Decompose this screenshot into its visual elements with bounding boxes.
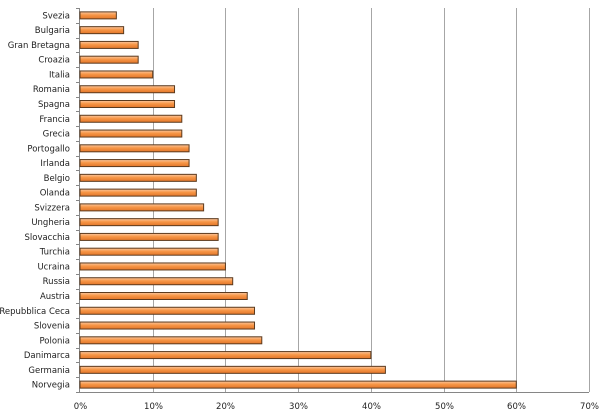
category-label: Francia — [39, 115, 70, 125]
category-label: Romania — [33, 85, 70, 95]
bar-slovenia — [79, 321, 256, 330]
bar-ungheria — [79, 218, 219, 227]
category-label: Slovacchia — [24, 233, 70, 243]
bar-gran-bretagna — [79, 40, 139, 49]
bar-grecia — [79, 129, 183, 138]
bar-svizzera — [79, 203, 205, 212]
category-label: Irlanda — [40, 159, 70, 169]
category-label: Danimarca — [24, 351, 70, 361]
category-label: Bulgaria — [35, 26, 70, 36]
category-label: Portogallo — [27, 144, 70, 154]
category-label: Repubblica Ceca — [0, 307, 70, 317]
bar-danimarca — [79, 351, 372, 360]
x-axis-ticks: 0% 10% 20% 30% 40% 50% 60% 70% — [74, 402, 599, 412]
category-label: Svezia — [42, 11, 70, 21]
bar-polonia — [79, 336, 263, 345]
category-label: Ucraina — [37, 262, 70, 272]
category-label: Grecia — [43, 130, 70, 140]
bar-francia — [79, 114, 183, 123]
category-label: Olanda — [40, 189, 70, 199]
category-label: Svizzera — [34, 203, 70, 213]
x-tick-label: 50% — [435, 402, 454, 412]
category-label: Croazia — [38, 56, 70, 66]
bar-olanda — [79, 188, 197, 197]
bar-spagna — [79, 100, 176, 108]
bar-slovacchia — [79, 232, 219, 241]
category-label: Belgio — [44, 174, 70, 184]
category-labels: Svezia Bulgaria Gran Bretagna Croazia Italia… — [0, 11, 70, 390]
bar-turchia — [79, 247, 219, 256]
category-label: Gran Bretagna — [8, 41, 70, 51]
bar-germania — [79, 365, 386, 374]
bar-norvegia — [79, 380, 517, 389]
category-label: Norvegia — [32, 381, 70, 391]
x-tick-label: 70% — [580, 402, 599, 412]
bar-svezia — [79, 11, 117, 20]
bar-irlanda — [79, 159, 190, 168]
gridlines — [76, 8, 590, 393]
category-label: Turchia — [39, 248, 70, 258]
category-label: Austria — [40, 292, 70, 302]
bar-ucraina — [79, 262, 226, 271]
bars — [79, 11, 517, 389]
bar-croazia — [79, 55, 139, 64]
bar-italia — [79, 70, 154, 79]
x-tick-label: 10% — [144, 402, 163, 412]
bar-austria — [79, 292, 248, 300]
bar-repubblica-ceca — [79, 306, 256, 315]
category-label: Ungheria — [31, 218, 70, 228]
bar-portogallo — [79, 144, 190, 153]
x-tick-label: 60% — [507, 402, 526, 412]
x-tick-label: 40% — [362, 402, 381, 412]
bar-belgio — [79, 173, 197, 182]
category-label: Russia — [43, 277, 70, 287]
category-label: Germania — [28, 366, 70, 376]
x-tick-label: 30% — [289, 402, 308, 412]
category-label: Spagna — [38, 100, 70, 110]
x-tick-label: 20% — [216, 402, 235, 412]
bar-russia — [79, 277, 234, 286]
category-label: Slovenia — [34, 322, 70, 332]
bar-bulgaria — [79, 26, 125, 35]
x-tick-label: 0% — [74, 402, 88, 412]
bar-romania — [79, 85, 176, 94]
category-label: Italia — [49, 70, 70, 80]
category-label: Polonia — [39, 336, 70, 346]
